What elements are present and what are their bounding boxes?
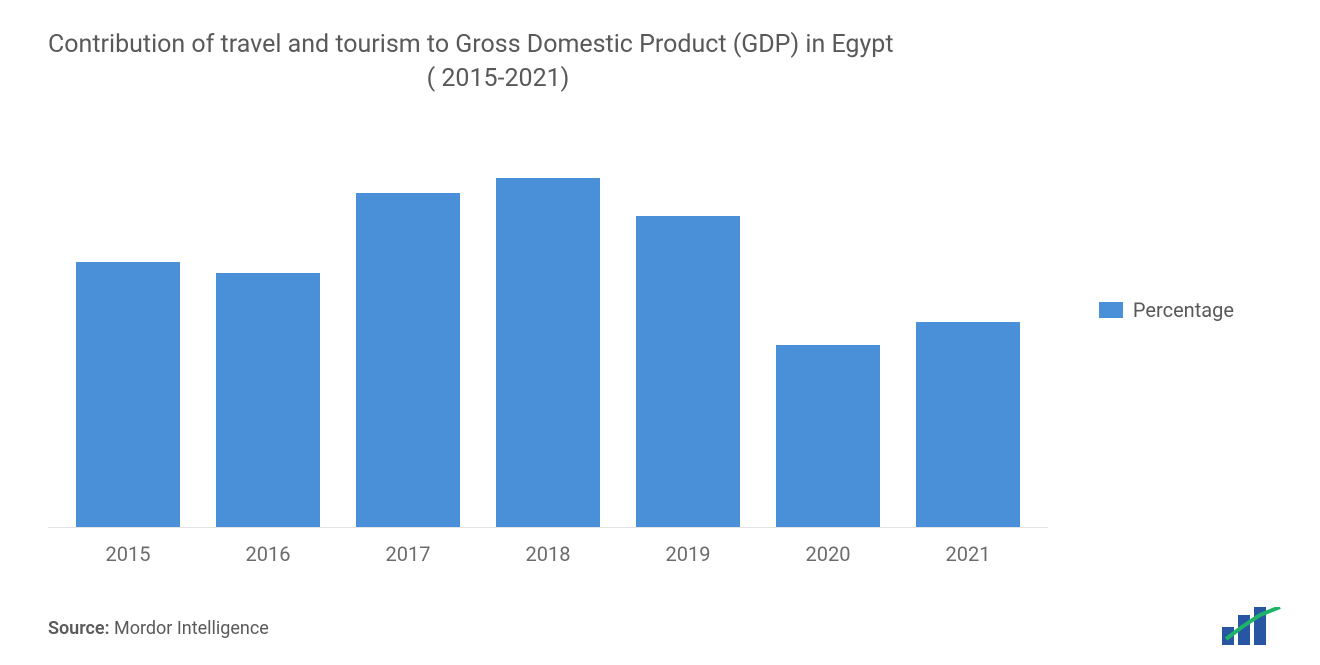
x-axis-label: 2018 (478, 534, 618, 566)
x-axis-label: 2019 (618, 534, 758, 566)
bar-2015 (76, 262, 180, 527)
bar-slot (758, 148, 898, 527)
x-axis-label: 2016 (198, 534, 338, 566)
bar-2017 (356, 193, 460, 527)
source-footer: Source: Mordor Intelligence (48, 618, 269, 639)
bar-slot (338, 148, 478, 527)
bar-2018 (496, 178, 600, 527)
x-axis-label: 2021 (898, 534, 1038, 566)
bar-slot (58, 148, 198, 527)
bar-slot (898, 148, 1038, 527)
x-axis: 2015201620172018201920202021 (48, 534, 1048, 566)
chart-title-line1: Contribution of travel and tourism to Gr… (48, 28, 1272, 62)
source-text: Mordor Intelligence (110, 618, 269, 639)
source-label: Source: (48, 618, 110, 639)
mordor-logo-icon (1220, 607, 1286, 645)
bar-slot (478, 148, 618, 527)
legend-swatch (1099, 302, 1123, 318)
bar-2019 (636, 216, 740, 527)
bar-2020 (776, 345, 880, 527)
chart-title-block: Contribution of travel and tourism to Gr… (48, 28, 1272, 96)
chart-title-line2: ( 2015-2021) (48, 62, 948, 96)
bar-slot (198, 148, 338, 527)
x-axis-label: 2015 (58, 534, 198, 566)
bar-2021 (916, 322, 1020, 527)
bar-2016 (216, 273, 320, 527)
legend: Percentage (1099, 298, 1234, 322)
x-axis-label: 2017 (338, 534, 478, 566)
chart-plot-area (48, 148, 1048, 528)
bar-slot (618, 148, 758, 527)
legend-label: Percentage (1133, 298, 1234, 322)
x-axis-label: 2020 (758, 534, 898, 566)
